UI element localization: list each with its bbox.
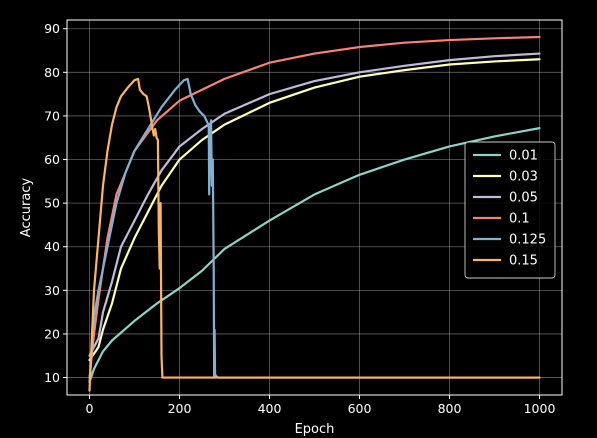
plot-frame xyxy=(66,19,563,396)
x-axis-label: Epoch xyxy=(295,422,335,437)
series-lines xyxy=(88,35,541,392)
series-line-0.03 xyxy=(88,58,541,362)
series-line-0.05 xyxy=(88,52,541,357)
y-tick-label: 80 xyxy=(44,65,60,80)
x-tick-label: 0 xyxy=(86,401,94,416)
series-line-0.15 xyxy=(88,77,541,392)
x-tick-label: 400 xyxy=(258,401,282,416)
x-tick-label: 800 xyxy=(438,401,462,416)
y-tick-label: 30 xyxy=(44,283,60,298)
y-tick-label: 60 xyxy=(44,152,60,167)
y-tick-label: 50 xyxy=(44,196,60,211)
x-tick-label: 600 xyxy=(348,401,372,416)
y-tick-label: 20 xyxy=(44,326,60,341)
y-tick-label: 90 xyxy=(44,21,60,36)
y-tick-label: 40 xyxy=(44,239,60,254)
legend-label: 0.1 xyxy=(509,212,530,227)
series-line-0.125 xyxy=(88,77,541,384)
legend-label: 0.125 xyxy=(509,233,546,248)
legend-label: 0.05 xyxy=(509,191,538,206)
x-tick-label: 200 xyxy=(168,401,192,416)
y-tick-label: 70 xyxy=(44,108,60,123)
y-tick-label: 10 xyxy=(44,370,60,385)
legend-label: 0.01 xyxy=(509,149,538,164)
legend: 0.01 0.03 0.05 0.1 0.125 0.15 xyxy=(464,141,556,279)
legend-label: 0.15 xyxy=(509,254,538,269)
axis-ticks: 0 200 400 600 800 1000 10 20 30 40 50 60 70 80 90 xyxy=(44,21,555,416)
x-tick-label: 1000 xyxy=(524,401,556,416)
y-axis-label: Accuracy xyxy=(19,178,34,238)
legend-label: 0.03 xyxy=(509,170,538,185)
